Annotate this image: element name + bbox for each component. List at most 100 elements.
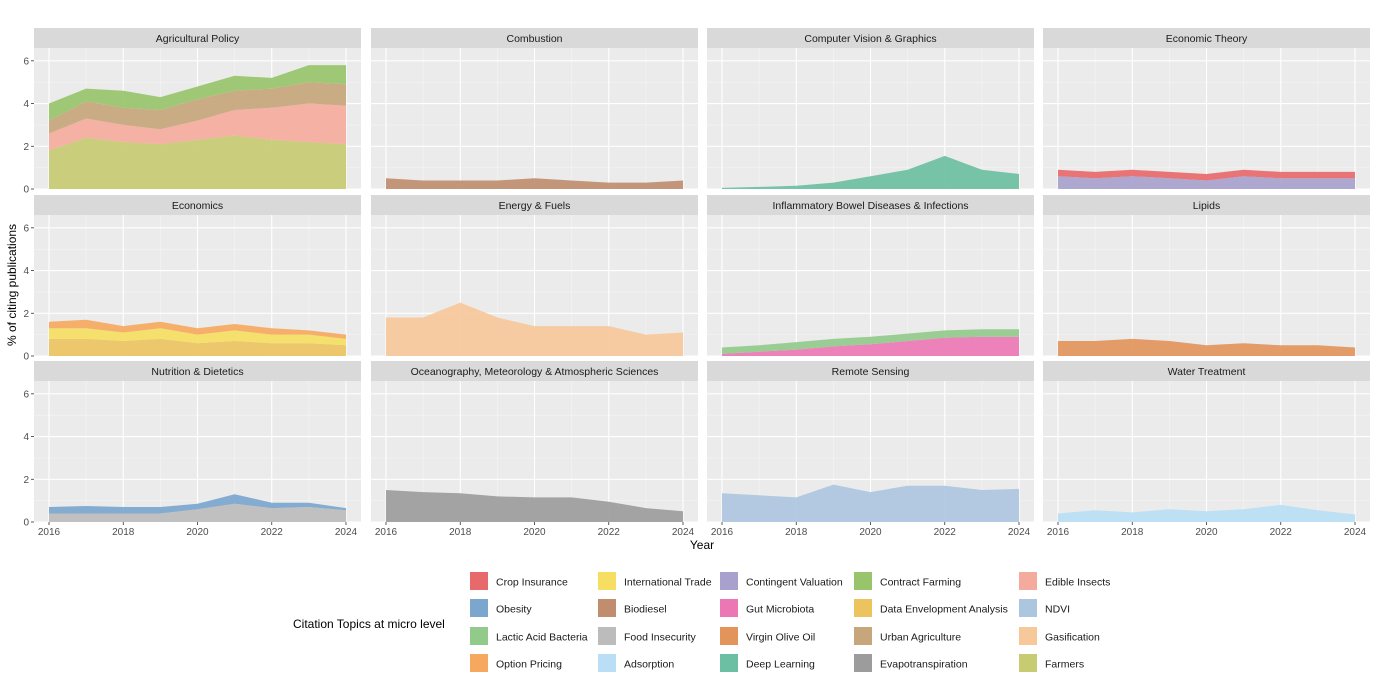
facet-strip-label: Inflammatory Bowel Diseases & Infections — [772, 200, 968, 212]
facet-strip-label: Economic Theory — [1166, 33, 1248, 45]
facet-panel: Nutrition & Dietetics 0 2 4 6 2016 2018 2020 202… — [23, 361, 361, 538]
y-tick-label: 4 — [23, 99, 29, 110]
facet-panel: Remote Sensing 2016 2018 2020 2022 2024 — [707, 361, 1034, 538]
legend-label: Contract Farming — [880, 577, 961, 589]
x-tick-label: 2018 — [785, 527, 808, 538]
facet-strip-label: Agricultural Policy — [156, 33, 240, 45]
legend-label: Data Envelopment Analysis — [880, 604, 1008, 616]
legend-item: Data Envelopment Analysis — [854, 599, 1008, 617]
area-series-biodiesel — [386, 178, 683, 189]
legend-item: Edible Insects — [1019, 572, 1110, 590]
facet-panel: Inflammatory Bowel Diseases & Infections — [707, 195, 1034, 357]
legend-label: Virgin Olive Oil — [746, 632, 815, 644]
legend-swatch — [1019, 572, 1037, 590]
x-tick-label: 2016 — [711, 527, 734, 538]
legend-label: Adsorption — [624, 659, 674, 671]
facet-panel: Computer Vision & Graphics — [707, 28, 1034, 190]
area-series-lactic-acid-bacteria — [722, 329, 1019, 354]
x-tick-label: 2020 — [186, 527, 209, 538]
facet-strip — [371, 195, 698, 215]
x-tick-label: 2020 — [523, 527, 546, 538]
legend-item: International Trade — [598, 572, 712, 590]
legend-item: Contract Farming — [854, 572, 961, 590]
facet-strip — [34, 195, 361, 215]
legend-swatch — [854, 627, 872, 645]
facet-strip-label: Nutrition & Dietetics — [151, 366, 243, 378]
legend-item: Adsorption — [598, 654, 674, 672]
legend-item: Option Pricing — [470, 654, 562, 672]
y-tick-label: 4 — [23, 266, 29, 277]
y-tick-label: 6 — [23, 389, 29, 400]
facet-strip-label: Combustion — [506, 33, 562, 45]
facet-panel: Oceanography, Meteorology & Atmospheric … — [371, 361, 698, 538]
x-tick-label: 2024 — [672, 527, 695, 538]
facet-strip — [1043, 28, 1370, 48]
x-tick-label: 2024 — [1344, 527, 1367, 538]
legend-label: Gut Microbiota — [746, 604, 814, 616]
facet-panel: Energy & Fuels — [371, 195, 698, 357]
facet-strip — [34, 361, 361, 381]
area-series-gasification — [386, 302, 683, 356]
legend-label: Option Pricing — [496, 659, 562, 671]
legend-item: Gasification — [1019, 627, 1100, 645]
legend-swatch — [598, 627, 616, 645]
facet-strip — [34, 28, 361, 48]
legend-swatch — [1019, 627, 1037, 645]
legend-item: Lactic Acid Bacteria — [470, 627, 588, 645]
legend-label: International Trade — [624, 577, 712, 589]
legend-swatch — [470, 599, 488, 617]
legend-swatch — [720, 654, 738, 672]
legend-swatch — [854, 572, 872, 590]
legend-swatch — [854, 599, 872, 617]
facet-strip — [707, 28, 1034, 48]
x-tick-label: 2020 — [859, 527, 882, 538]
y-tick-label: 2 — [23, 142, 29, 153]
area-series-adsorption — [1058, 504, 1355, 522]
area-series-contract-farming — [49, 65, 346, 121]
x-tick-label: 2018 — [1121, 527, 1144, 538]
y-tick-label: 4 — [23, 432, 29, 443]
facet-strip — [1043, 195, 1370, 215]
legend-swatch — [470, 627, 488, 645]
legend-label: Obesity — [496, 604, 532, 616]
legend-label: Evapotranspiration — [880, 659, 968, 671]
facet-panel: Economics 0 2 4 6 — [23, 195, 361, 363]
x-tick-label: 2020 — [1195, 527, 1218, 538]
legend-swatch — [598, 654, 616, 672]
facet-panels: Agricultural Policy 0 2 4 6 Combustion Compute… — [23, 28, 1370, 538]
facet-strip-label: Economics — [172, 200, 223, 212]
y-tick-label: 0 — [23, 352, 29, 363]
x-tick-label: 2022 — [934, 527, 957, 538]
legend-item: Biodiesel — [598, 599, 667, 617]
area-series-food-insecurity — [49, 503, 346, 522]
legend-item: Contingent Valuation — [720, 572, 843, 590]
facet-strip — [707, 195, 1034, 215]
area-series-urban-agriculture — [49, 82, 346, 134]
area-series-evapotranspiration — [386, 490, 683, 522]
area-series-international-trade — [49, 328, 346, 346]
facet-strip-label: Remote Sensing — [832, 366, 910, 378]
legend-item: Deep Learning — [720, 654, 815, 672]
facet-strip-label: Oceanography, Meteorology & Atmospheric … — [411, 366, 659, 378]
legend-swatch — [598, 599, 616, 617]
facet-strip-label: Water Treatment — [1168, 366, 1246, 378]
legend: Crop Insurance International Trade Conting… — [470, 572, 1110, 672]
facet-panel: Agricultural Policy 0 2 4 6 — [23, 28, 361, 196]
legend-item: Obesity — [470, 599, 532, 617]
x-tick-label: 2018 — [112, 527, 135, 538]
legend-swatch — [598, 572, 616, 590]
legend-item: Gut Microbiota — [720, 599, 814, 617]
legend-swatch — [720, 572, 738, 590]
legend-item: Urban Agriculture — [854, 627, 961, 645]
y-tick-label: 6 — [23, 223, 29, 234]
facet-strip-label: Energy & Fuels — [499, 200, 571, 212]
x-tick-label: 2018 — [449, 527, 472, 538]
legend-label: Lactic Acid Bacteria — [496, 632, 588, 644]
legend-title: Citation Topics at micro level — [293, 617, 445, 631]
facet-panel: Water Treatment 2016 2018 2020 2022 2024 — [1043, 361, 1370, 538]
facet-strip — [371, 28, 698, 48]
x-tick-label: 2022 — [1270, 527, 1293, 538]
x-tick-label: 2016 — [375, 527, 398, 538]
y-tick-label: 6 — [23, 56, 29, 67]
